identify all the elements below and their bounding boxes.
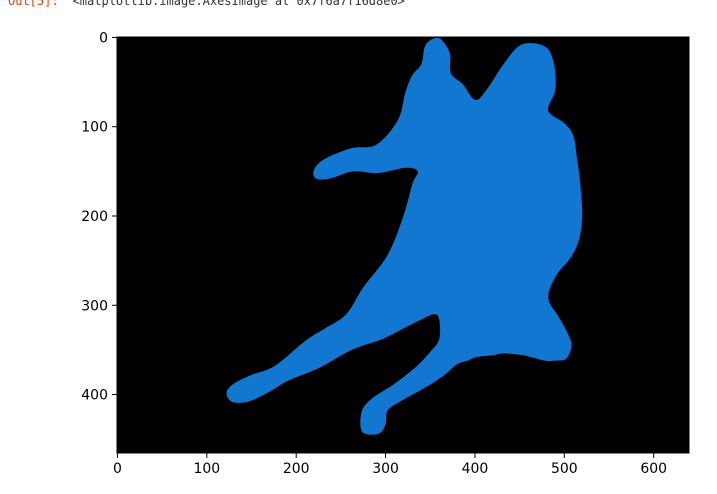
x-tick-label: 0 bbox=[113, 461, 122, 477]
y-tick-label: 400 bbox=[81, 388, 108, 404]
x-tick-label: 100 bbox=[193, 461, 220, 477]
x-tick-label: 200 bbox=[283, 461, 310, 477]
output-text: <matplotlib.image.AxesImage at 0x7f6a7f1… bbox=[72, 0, 405, 8]
segmentation-mask bbox=[226, 37, 583, 435]
x-axis: 0 100 200 300 400 500 600 bbox=[113, 453, 667, 477]
x-tick-label: 500 bbox=[551, 461, 578, 477]
y-tick-label: 0 bbox=[99, 30, 108, 46]
x-tick-label: 600 bbox=[640, 461, 667, 477]
plot-area bbox=[116, 36, 690, 454]
y-tick-label: 200 bbox=[81, 209, 108, 225]
y-axis: 0 100 200 300 400 bbox=[81, 30, 117, 404]
y-tick-label: 100 bbox=[81, 120, 108, 136]
y-tick-label: 300 bbox=[81, 298, 108, 314]
x-tick-label: 300 bbox=[372, 461, 399, 477]
x-tick-label: 400 bbox=[462, 461, 489, 477]
axes-frame bbox=[116, 36, 690, 454]
output-prompt: Out[5]: bbox=[8, 0, 59, 8]
cell-output: Out[5]: <matplotlib.image.AxesImage at 0x… bbox=[8, 0, 405, 8]
